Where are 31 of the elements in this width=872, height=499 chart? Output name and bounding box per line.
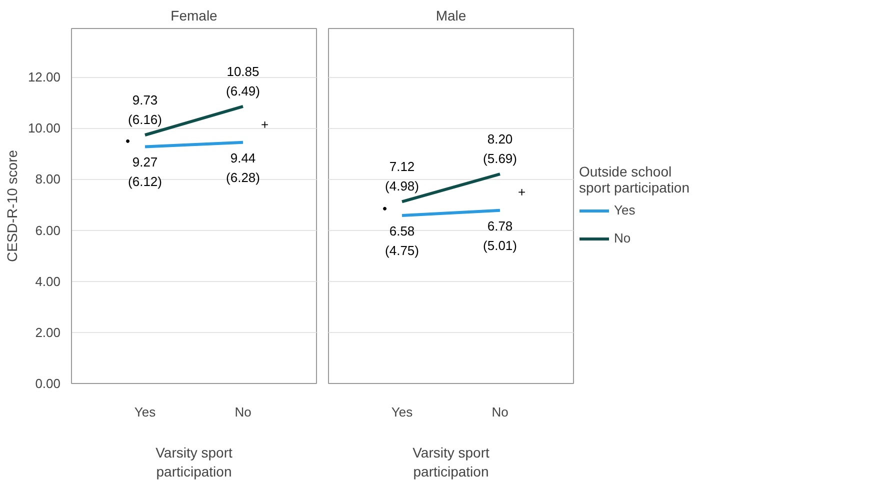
data-label: 8.20 (5.69) [483, 132, 517, 166]
annotation: • [125, 133, 130, 148]
annotation: • [382, 201, 388, 216]
annotation: + [261, 116, 269, 132]
x-tick-label: No [492, 404, 508, 420]
y-tick-label: 8.00 [35, 172, 61, 187]
data-label: 6.58 (4.75) [385, 223, 419, 258]
legend-title: Outside school sport participation [579, 163, 690, 195]
x-axis-title: Varsity sport participation [412, 444, 490, 480]
data-label: 9.44 (6.28) [226, 150, 260, 185]
data-label: 7.12 (4.98) [385, 159, 419, 194]
data-label: 6.78 (5.01) [483, 218, 517, 253]
data-label: 10.85 (6.49) [226, 64, 260, 98]
y-tick-label: 0.00 [35, 376, 61, 391]
y-axis-title: CESD-R-10 score [4, 150, 20, 262]
chart-title: Female [170, 8, 218, 24]
y-tick-label: 6.00 [35, 222, 61, 238]
y-tick-label: 2.00 [35, 324, 61, 340]
y-tick-label: 4.00 [35, 274, 61, 289]
data-label: 9.73 (6.16) [128, 92, 162, 127]
y-tick-label: 10.00 [28, 120, 61, 136]
legend-label: Yes [614, 202, 636, 218]
x-tick-label: No [234, 404, 252, 420]
x-axis-title: Varsity sport participation [156, 444, 232, 480]
chart-title: Male [436, 8, 466, 24]
annotation: + [518, 184, 526, 200]
x-tick-label: Yes [391, 404, 414, 420]
x-tick-label: Yes [134, 404, 156, 420]
data-label: 9.27 (6.12) [128, 154, 162, 190]
y-tick-label: 12.00 [28, 70, 61, 85]
legend-label: No [614, 230, 632, 246]
